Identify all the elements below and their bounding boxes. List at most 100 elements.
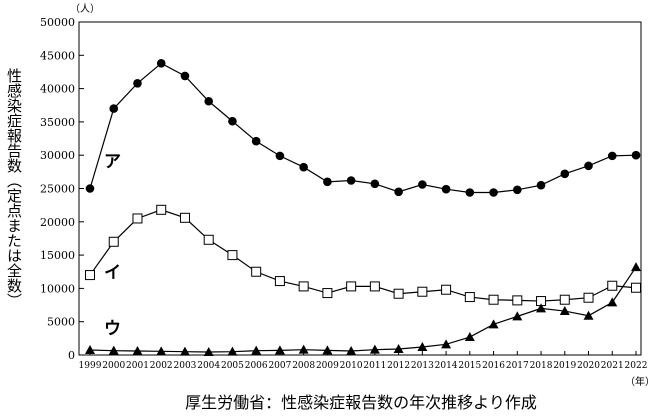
- data-point: [513, 185, 522, 195]
- data-point: [607, 297, 618, 307]
- data-point: [584, 161, 593, 171]
- data-point: [631, 150, 641, 160]
- y-tick-label: 30000: [40, 149, 75, 162]
- series-line: [89, 266, 637, 353]
- series-line: [89, 209, 637, 302]
- data-point: [583, 292, 594, 303]
- data-point: [132, 213, 143, 224]
- data-point: [441, 339, 452, 349]
- x-tick-label: 2006: [245, 361, 268, 371]
- x-tick-label: 2020: [577, 361, 600, 371]
- x-tick-label: 2015: [458, 361, 481, 371]
- y-tick-label: 40000: [40, 83, 75, 96]
- data-point: [322, 345, 333, 355]
- series-2: [85, 204, 641, 307]
- y-tick-label: 10000: [40, 282, 75, 295]
- data-point: [85, 184, 95, 193]
- data-point: [179, 346, 190, 356]
- x-tick-label: 2012: [387, 361, 410, 371]
- data-point: [418, 180, 427, 189]
- data-point: [108, 236, 119, 247]
- data-point: [464, 292, 475, 303]
- y-tick-label: 20000: [40, 216, 75, 229]
- data-point: [607, 280, 618, 291]
- data-point: [393, 344, 404, 354]
- x-tick-label: 2009: [316, 361, 339, 371]
- x-tick-label: 2016: [482, 361, 505, 371]
- data-point: [488, 319, 499, 329]
- data-point: [109, 104, 119, 113]
- data-point: [133, 78, 142, 88]
- data-point: [299, 162, 308, 172]
- data-point: [441, 184, 451, 194]
- data-point: [489, 188, 498, 197]
- data-point: [536, 303, 547, 313]
- data-point: [85, 270, 95, 281]
- series-label-u: ウ: [104, 319, 121, 339]
- series-3: [85, 262, 641, 357]
- source-caption: 厚生労働省：性感染症報告数の年次推移より作成: [185, 393, 537, 412]
- data-point: [228, 116, 237, 126]
- data-point: [298, 281, 309, 292]
- x-unit-label: （年）: [625, 375, 655, 388]
- data-point: [204, 96, 213, 106]
- x-tick-label: 2019: [553, 361, 576, 371]
- plot-area-border: [78, 21, 642, 356]
- data-point: [251, 266, 262, 277]
- data-point: [607, 151, 617, 161]
- data-point: [85, 345, 95, 355]
- x-tick-label: 1999: [79, 361, 102, 371]
- data-point: [583, 310, 594, 320]
- data-point: [251, 345, 262, 355]
- x-tick-label: 2005: [221, 361, 244, 371]
- x-tick-label: 2007: [268, 361, 291, 371]
- x-tick-label: 2004: [197, 361, 220, 371]
- x-tick-label: 2021: [601, 361, 624, 371]
- y-tick-label: 5000: [47, 316, 75, 329]
- data-point: [322, 288, 333, 299]
- data-point: [393, 288, 404, 299]
- x-tick-label: 2010: [340, 361, 363, 371]
- data-point: [156, 346, 167, 356]
- data-point: [227, 250, 238, 261]
- series-label-a: ア: [104, 152, 121, 172]
- series-line: [89, 62, 637, 194]
- data-point: [108, 345, 119, 355]
- data-point: [465, 188, 475, 197]
- data-point: [369, 281, 380, 292]
- x-tick-label: 2017: [506, 361, 529, 371]
- x-tick-label: 2022: [625, 361, 648, 371]
- y-tick-label: 15000: [40, 249, 75, 262]
- data-point: [369, 344, 380, 354]
- data-point: [179, 212, 190, 223]
- data-point: [559, 306, 570, 316]
- x-tick-label: 2013: [411, 361, 434, 371]
- data-point: [275, 151, 285, 161]
- plot-frame: [78, 21, 642, 356]
- y-tick-label: 35000: [40, 116, 75, 129]
- data-point: [417, 342, 428, 352]
- data-point: [203, 347, 214, 357]
- data-point: [346, 176, 356, 185]
- data-point: [631, 282, 641, 293]
- data-point: [394, 187, 403, 197]
- y-axis-label: 性感染症報告数（定点または全数）: [5, 68, 23, 308]
- data-point: [346, 281, 357, 292]
- x-axis-ticks: 1999 2000 2001 2002 2003 2004 2005 2006 2007 2008…: [79, 351, 648, 371]
- series-label-i: イ: [104, 263, 121, 283]
- data-point: [536, 180, 546, 190]
- data-point: [203, 234, 214, 245]
- data-point: [156, 204, 167, 215]
- data-point: [274, 345, 285, 355]
- data-point: [370, 179, 380, 189]
- series-1: [85, 58, 641, 197]
- x-tick-label: 2003: [174, 361, 197, 371]
- data-point: [298, 344, 309, 354]
- data-point: [323, 177, 332, 187]
- y-tick-label: 0: [68, 349, 75, 362]
- x-tick-label: 2008: [292, 361, 315, 371]
- x-tick-label: 2000: [102, 361, 125, 371]
- data-point: [180, 71, 190, 81]
- data-point: [156, 58, 166, 68]
